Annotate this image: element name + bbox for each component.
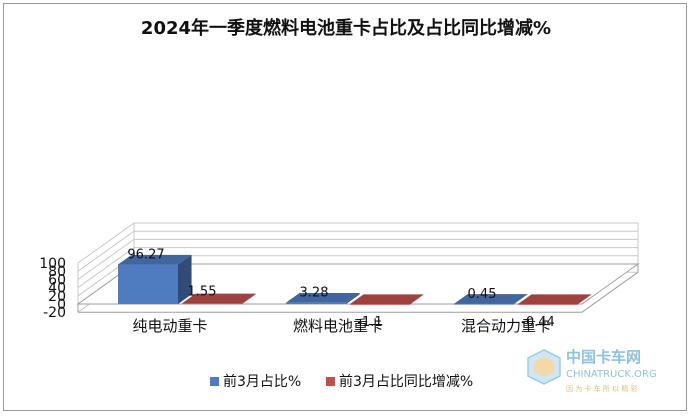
y-tick-label: 40	[48, 281, 66, 297]
truck-logo-icon	[527, 349, 561, 385]
bar-top	[518, 294, 592, 304]
legend-swatch	[326, 377, 335, 386]
legend-label: 前3月占比同比增减%	[339, 373, 473, 390]
gridline-side	[77, 247, 135, 289]
legend-label: 前3月占比%	[223, 373, 301, 390]
category-label: 燃料电池重卡	[293, 317, 383, 335]
bar-side	[410, 294, 424, 305]
data-label: 1.55	[188, 284, 217, 299]
data-label: 3.28	[300, 286, 329, 301]
data-label: 96.27	[127, 248, 164, 263]
category-axis-frame	[78, 264, 639, 313]
bar-top	[350, 294, 424, 304]
chart-title: 2024年一季度燃料电池重卡占比及占比同比增减%	[140, 18, 552, 39]
y-tick-label: 0	[57, 297, 66, 313]
watermark-slogan-text: 因 为 卡 车 所 以 精 彩	[566, 384, 638, 393]
bar-0-2	[454, 303, 514, 305]
bar-0-0	[118, 264, 178, 304]
bar-side	[178, 254, 192, 304]
bar-0-1	[286, 302, 346, 304]
bar-top	[286, 292, 360, 303]
y-tick-label: 60	[48, 272, 66, 288]
bar-top	[118, 254, 192, 265]
category-label: 混合动力重卡	[461, 317, 551, 335]
y-tick-label: 100	[39, 256, 66, 272]
data-label: 0.45	[468, 287, 497, 302]
category-label: 纯电动重卡	[132, 317, 207, 335]
bar-1-2	[518, 304, 578, 305]
bar-side	[514, 294, 528, 304]
bar-side	[346, 292, 360, 304]
bar-top	[182, 293, 256, 304]
bar-1-1	[350, 304, 410, 305]
chart-frame	[3, 3, 687, 411]
bar-side	[578, 294, 592, 305]
bar-top	[454, 294, 528, 304]
y-tick-label: -20	[43, 305, 66, 321]
watermark-sub-text: CHINATRUCK.ORG	[566, 369, 657, 380]
watermark-logo: 中国卡车网 CHINATRUCK.ORG 因 为 卡 车 所 以 精 彩	[522, 336, 672, 398]
watermark-main-text: 中国卡车网	[566, 348, 641, 366]
gridline-side	[77, 222, 135, 264]
data-label: -0.44	[521, 315, 555, 330]
y-tick-label: 20	[48, 289, 66, 305]
bar-side	[242, 293, 256, 304]
bar-1-0	[182, 303, 242, 305]
data-label: -1.1	[357, 315, 382, 330]
gridline-side	[77, 230, 135, 272]
legend-swatch	[210, 377, 219, 386]
gridline-side	[77, 238, 135, 280]
y-tick-label: 80	[48, 264, 66, 280]
